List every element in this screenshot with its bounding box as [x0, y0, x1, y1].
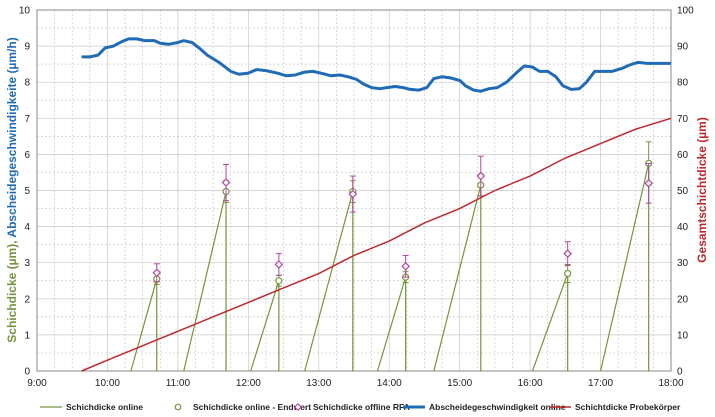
legend-item: Schichdicke online [40, 402, 143, 412]
rfa-marker [348, 189, 358, 199]
y-left-tick-label: 7 [24, 114, 30, 125]
plot-area-border [36, 9, 672, 372]
y-right-tick-label: 90 [677, 42, 689, 53]
legend-item: Abscheidegeschwindigkeit online [403, 402, 566, 412]
y-right-tick-label: 60 [677, 150, 689, 161]
y-left-tick-label: 1 [24, 330, 30, 341]
legend-label: Schichdicke offline RFA [313, 402, 410, 412]
y-right-axis-ticks: 0 10 20 30 40 50 60 70 80 90 100 [677, 6, 694, 378]
y-left-tick-label: 2 [24, 294, 30, 305]
grid [36, 9, 671, 372]
y-left-tick-label: 5 [24, 186, 30, 197]
y-right-tick-label: 100 [677, 6, 694, 17]
y-right-tick-label: 30 [677, 258, 689, 269]
legend-item: Schichtdicke Probekörper [549, 402, 681, 412]
y-right-tick-label: 40 [677, 222, 689, 233]
endwert-marker [564, 269, 572, 278]
x-tick-label: 16:00 [518, 378, 543, 389]
legend-swatch [293, 402, 303, 412]
x-tick-label: 13:00 [306, 378, 331, 389]
x-tick-label: 11:00 [166, 378, 191, 389]
rfa-marker [401, 261, 411, 271]
y-left-axis-title-part2: Abscheidegeschwindigkeite (µm/h) [5, 37, 19, 237]
rfa-marker [221, 178, 231, 187]
y-left-axis-ticks: 0 1 2 3 4 5 6 7 8 9 10 [19, 6, 31, 378]
series-schichdicke-offline-rfa [152, 155, 654, 283]
x-tick-label: 9:00 [27, 378, 47, 389]
y-right-tick-label: 80 [677, 78, 689, 89]
y-left-axis-title-part1: Schichdicke (µm), [5, 238, 19, 343]
rfa-marker [563, 249, 573, 259]
rfa-marker [476, 171, 486, 181]
rfa-marker [274, 260, 284, 269]
x-axis-ticks: 9:00 10:00 11:00 12:00 13:00 14:00 15:00 16:00 1… [27, 378, 684, 389]
series-layer [81, 37, 672, 372]
y-right-axis-title: Gesamtschichtdicke (µm) [695, 117, 709, 263]
legend-label: Schichtdicke Probekörper [575, 402, 681, 412]
y-right-tick-label: 10 [677, 330, 689, 341]
rfa-marker [644, 178, 654, 188]
y-left-tick-label: 0 [24, 367, 30, 378]
series-abscheidegeschwindigkeit-online [81, 37, 671, 93]
x-tick-label: 18:00 [658, 378, 683, 389]
x-tick-label: 17:00 [588, 378, 613, 389]
y-left-tick-label: 8 [24, 78, 30, 89]
y-left-tick-label: 6 [24, 150, 30, 161]
y-left-tick-label: 9 [24, 42, 30, 53]
endwert-marker [275, 277, 283, 285]
legend-label: Schichdicke online - Endwert [193, 402, 311, 412]
y-left-tick-label: 10 [19, 6, 31, 17]
x-tick-label: 14:00 [377, 378, 402, 389]
legend-item: Schichdicke offline RFA [293, 402, 410, 412]
y-left-tick-label: 4 [24, 222, 30, 233]
rfa-marker [152, 268, 162, 278]
x-tick-label: 12:00 [236, 378, 261, 389]
x-tick-label: 15:00 [447, 378, 472, 389]
legend-swatch [174, 403, 182, 411]
x-tick-label: 10:00 [95, 378, 120, 389]
legend-label: Schichdicke online [66, 402, 143, 412]
y-left-tick-label: 3 [24, 258, 30, 269]
legend-item: Schichdicke online - Endwert [174, 402, 311, 412]
y-right-tick-label: 0 [677, 367, 683, 378]
series-schichtdicke-probekoerper [81, 117, 672, 372]
legend: Schichdicke online Schichdicke online - E… [40, 402, 681, 412]
y-left-axis-title: Schichdicke (µm), Abscheidegeschwindigke… [5, 37, 19, 342]
legend-label: Abscheidegeschwindigkeit online [429, 402, 566, 412]
y-right-tick-label: 50 [677, 186, 689, 197]
y-right-tick-label: 20 [677, 294, 689, 305]
y-right-tick-label: 70 [677, 114, 689, 125]
